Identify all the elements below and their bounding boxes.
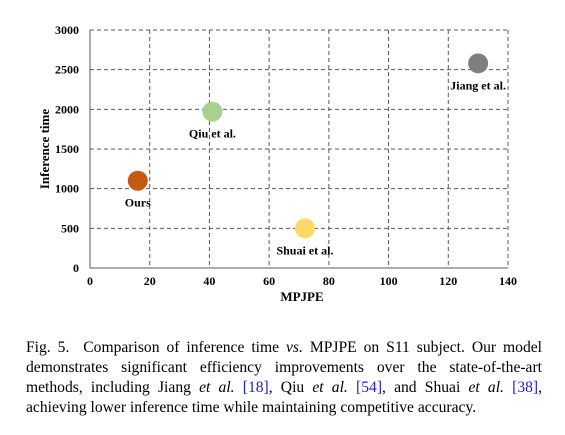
data-point — [127, 170, 148, 191]
data-point — [468, 53, 489, 74]
x-tick-label: 20 — [144, 274, 156, 288]
citation-link[interactable]: [38] — [512, 379, 539, 396]
x-tick-label: 60 — [263, 274, 275, 288]
caption-text: , achieving lower inference time while m… — [26, 379, 543, 416]
y-tick-label: 1500 — [55, 142, 79, 156]
caption-text: , Qiu — [268, 379, 313, 396]
x-tick-label: 80 — [323, 274, 335, 288]
axes — [89, 30, 508, 269]
y-tick-label: 500 — [61, 221, 79, 235]
x-tick-label: 0 — [87, 274, 93, 288]
caption-text: Comparison of inference time — [83, 339, 287, 356]
y-tick-label: 3000 — [55, 23, 79, 37]
y-axis-label: Inference time — [37, 109, 52, 189]
x-tick-label: 100 — [380, 274, 398, 288]
scatter-chart: 0 20 40 60 80 100 120 140 0 500 1000 1500 2000 2500 30… — [37, 23, 517, 304]
data-point-label: Ours — [125, 196, 151, 210]
citation-link[interactable]: [54] — [356, 379, 383, 396]
x-tick-label: 140 — [499, 274, 517, 288]
tick-labels: 0 20 40 60 80 100 120 140 0 500 1000 1500 2000 2500 30… — [55, 23, 517, 288]
y-tick-label: 2500 — [55, 63, 79, 77]
figure-caption: Fig. 5. Comparison of inference time vs.… — [26, 338, 542, 418]
caption-et-al: et al. — [199, 379, 235, 396]
x-tick-label: 40 — [203, 274, 215, 288]
y-tick-label: 1000 — [55, 182, 79, 196]
y-tick-label: 0 — [73, 261, 79, 275]
data-point-label: Shuai et al. — [276, 243, 333, 257]
caption-figure-label: Fig. 5. — [26, 339, 70, 356]
data-point-label: Qiu et al. — [189, 127, 236, 141]
x-axis-label: MPJPE — [280, 289, 323, 304]
data-point-label: Jiang et al. — [450, 78, 506, 92]
data-points: Jiang et al. Qiu et al. Ours Shuai et al. — [125, 53, 506, 257]
grid-lines — [90, 29, 509, 268]
caption-vs: vs. — [286, 339, 303, 356]
data-point — [294, 218, 315, 239]
data-point — [202, 101, 223, 122]
caption-et-al: et al. — [312, 379, 348, 396]
x-tick-label: 120 — [439, 274, 457, 288]
caption-et-al: et al. — [468, 379, 504, 396]
caption-text: MPJPE on S11 subject. Our model demonstr… — [26, 339, 543, 396]
y-tick-label: 2000 — [55, 102, 79, 116]
citation-link[interactable]: [18] — [242, 379, 269, 396]
caption-text: , and Shuai — [382, 379, 469, 396]
